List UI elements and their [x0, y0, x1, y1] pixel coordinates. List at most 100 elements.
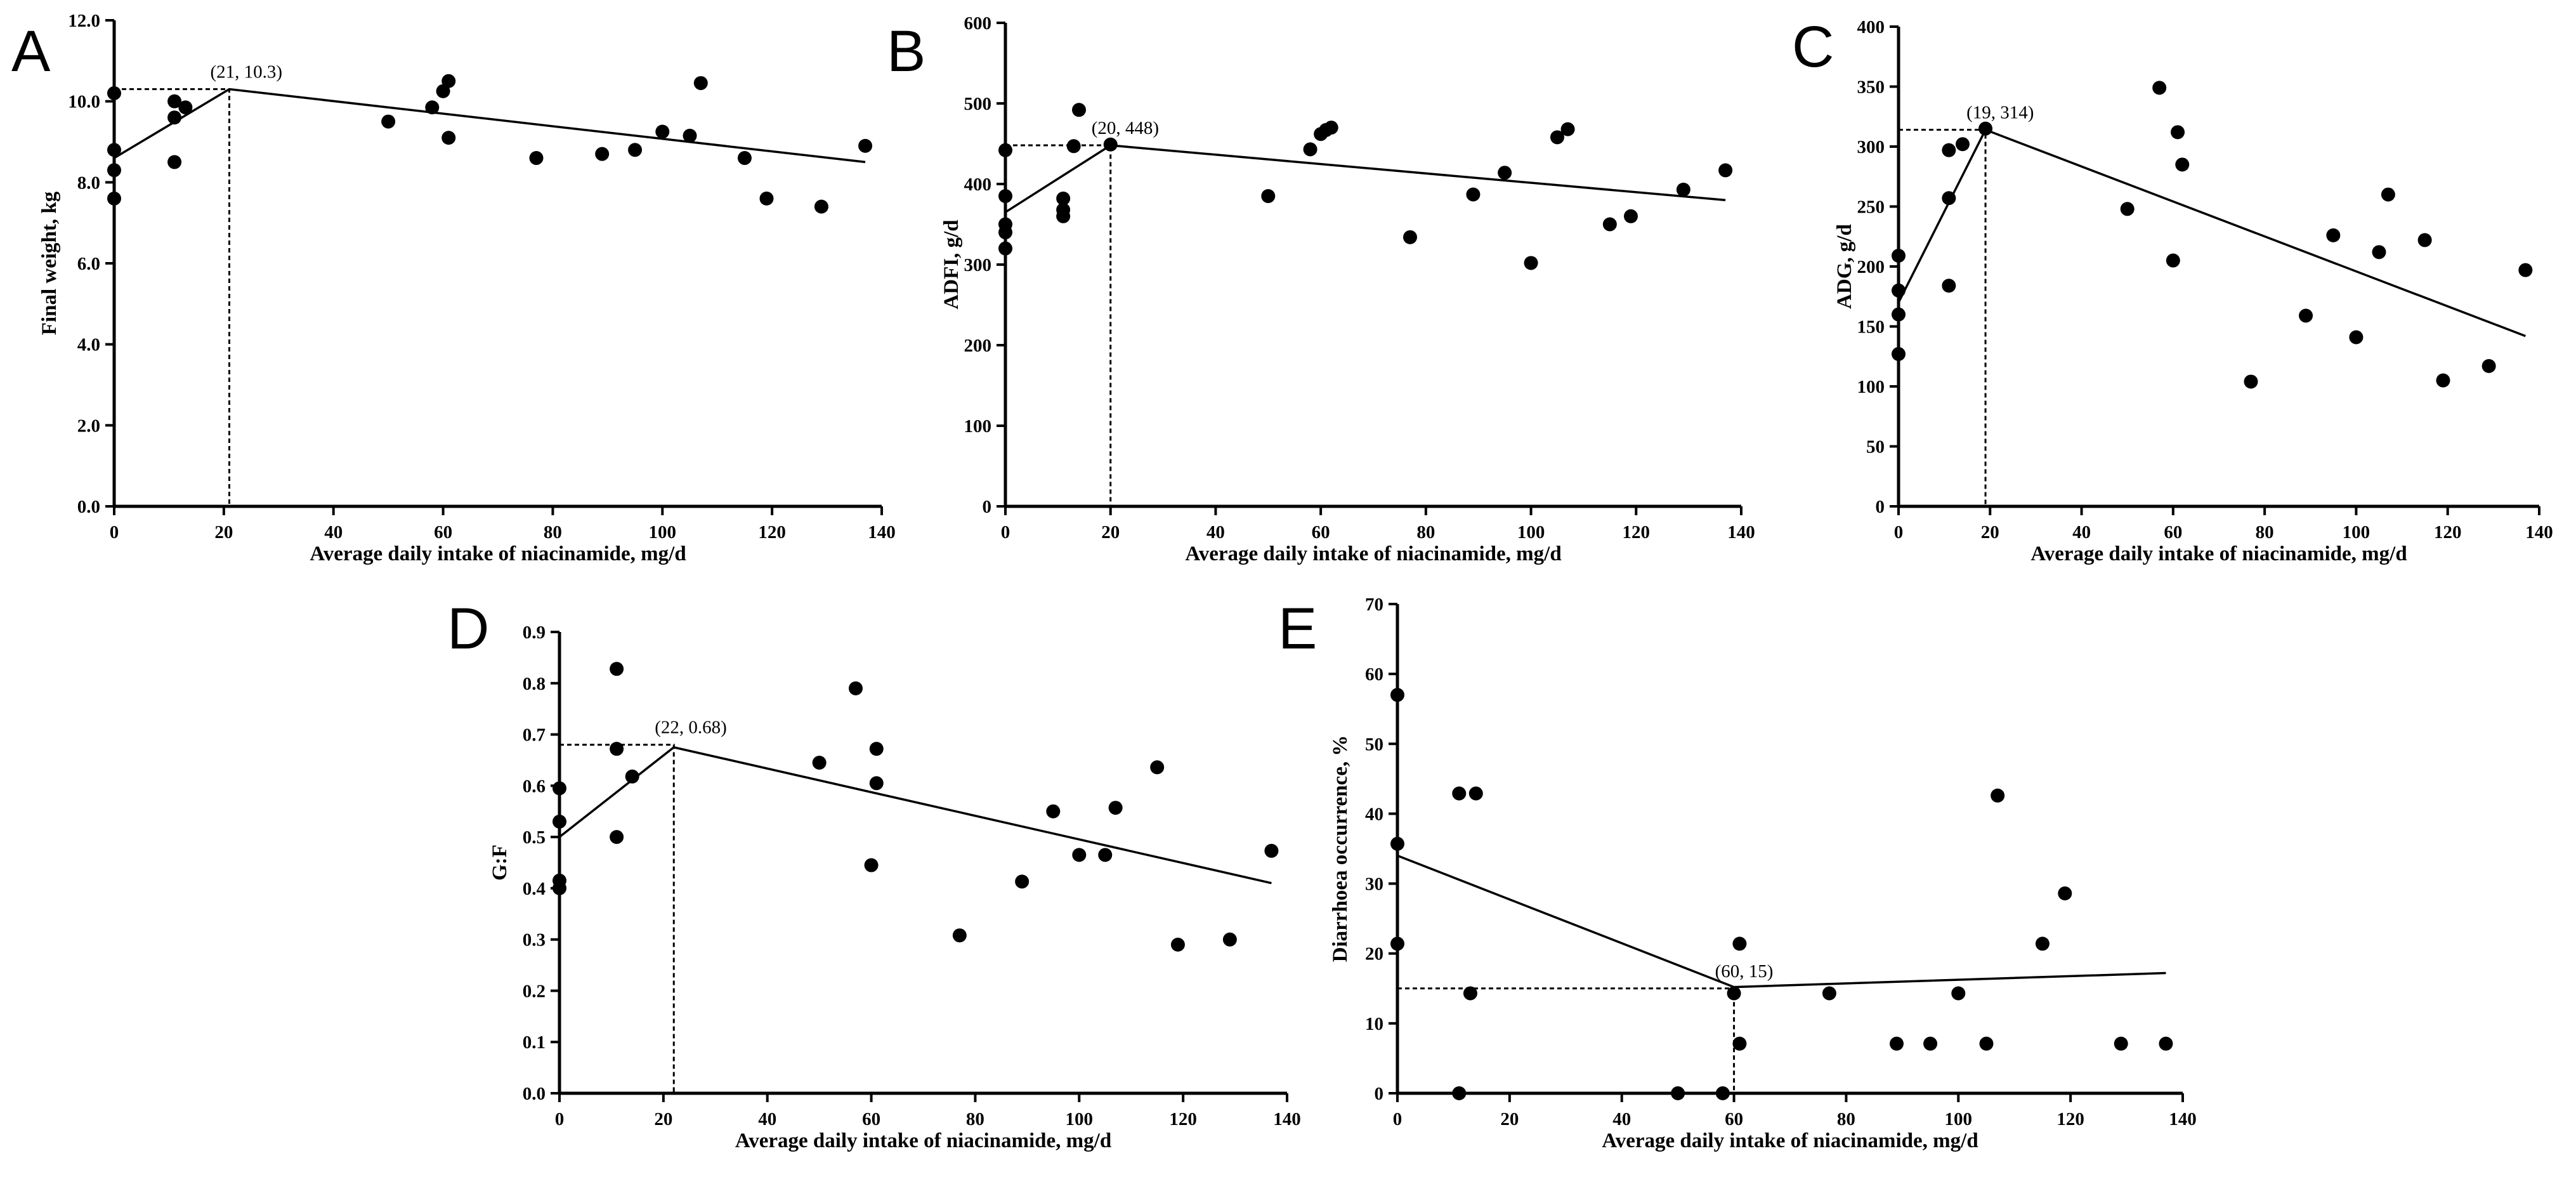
panel-e: E 0 20 40 60 80 100 120 140 0 10 20 30 40 50 60 70 Averag… — [1278, 595, 2197, 1152]
data-point — [1524, 256, 1538, 270]
data-point — [1046, 804, 1061, 819]
breakpoint-label: (60, 15) — [1715, 961, 1774, 982]
y-tick-label: 150 — [1857, 317, 1885, 338]
x-tick-label: 140 — [1273, 1109, 1301, 1129]
y-tick-label: 70 — [1365, 595, 1383, 615]
data-point — [2326, 228, 2341, 242]
data-point — [1732, 937, 1747, 951]
y-tick-label: 0.1 — [523, 1032, 546, 1053]
data-point — [610, 662, 624, 676]
panel-letter: B — [887, 19, 925, 84]
data-point — [610, 742, 624, 756]
y-tick-label: 350 — [1857, 77, 1885, 98]
data-point — [2035, 937, 2050, 951]
y-tick-label: 400 — [964, 174, 992, 195]
data-point — [1979, 1036, 1994, 1051]
y-tick-label: 300 — [964, 255, 992, 275]
y-tick-label: 10.0 — [68, 92, 100, 112]
x-tick-label: 0 — [1393, 1109, 1402, 1129]
data-point — [2171, 125, 2185, 140]
y-tick-label: 50 — [1365, 734, 1383, 754]
x-tick-label: 60 — [1725, 1109, 1743, 1129]
x-tick-label: 100 — [1517, 522, 1545, 543]
y-tick-label: 0.6 — [523, 776, 546, 796]
y-axis-title: Final weight, kg — [38, 191, 61, 335]
y-tick-label: 6.0 — [77, 254, 100, 274]
x-axis-title: Average daily intake of niacinamide, mg/… — [1185, 543, 1561, 565]
x-tick-label: 100 — [2343, 522, 2370, 543]
data-point — [595, 147, 610, 161]
data-point — [1978, 121, 1993, 136]
data-point — [610, 830, 624, 845]
data-point — [1715, 1086, 1730, 1100]
x-tick-label: 120 — [1169, 1109, 1197, 1129]
x-tick-label: 60 — [1312, 522, 1330, 543]
x-tick-label: 140 — [868, 522, 896, 543]
data-point — [2299, 308, 2313, 323]
y-tick-label: 0.3 — [523, 930, 546, 950]
x-tick-label: 40 — [1612, 1109, 1631, 1129]
x-tick-label: 80 — [2256, 522, 2274, 543]
data-point — [167, 155, 182, 169]
data-point — [2381, 187, 2395, 202]
data-point — [1103, 137, 1118, 152]
panel-d: D 0 20 40 60 80 100 120 140 0.0 0.1 0.2 0.3 0.4 0.5 0.6… — [447, 596, 1301, 1152]
breakpoint-label: (19, 314) — [1966, 103, 2034, 123]
data-point — [1732, 1036, 1747, 1051]
data-point — [107, 163, 121, 178]
data-point — [1324, 121, 1338, 135]
data-point — [1942, 143, 1956, 157]
x-tick-label: 20 — [214, 522, 233, 543]
data-point — [1498, 166, 1512, 180]
data-point — [2417, 233, 2432, 247]
fit-line — [558, 746, 1272, 885]
x-tick-label: 120 — [2056, 1109, 2084, 1129]
data-point — [1072, 103, 1086, 117]
y-tick-label: 0.9 — [523, 622, 546, 643]
data-point — [529, 151, 544, 166]
data-point — [869, 742, 884, 756]
data-point — [1602, 217, 1617, 232]
data-point — [1892, 248, 1906, 263]
fit-line — [1897, 128, 2526, 338]
x-tick-label: 40 — [2072, 522, 2091, 543]
data-point — [1676, 182, 1690, 197]
y-axis-title: Diarrhoea occurrence, % — [1329, 735, 1352, 963]
data-point — [1942, 279, 1956, 293]
breakpoint-guide — [559, 744, 675, 1093]
y-tick-label: 0.8 — [523, 674, 546, 694]
y-tick-label: 0.0 — [77, 497, 100, 517]
data-point — [1150, 760, 1165, 775]
data-point — [1892, 307, 1906, 322]
data-point — [848, 681, 863, 695]
data-point — [1261, 189, 1276, 204]
data-point — [1098, 848, 1113, 862]
data-point — [1550, 130, 1564, 145]
data-point — [869, 776, 884, 791]
data-point — [858, 138, 873, 153]
data-point — [2436, 373, 2450, 388]
breakpoint-label: (21, 10.3) — [211, 62, 283, 82]
y-tick-label: 0.4 — [523, 879, 546, 899]
data-point — [2349, 330, 2364, 345]
data-point — [381, 114, 396, 129]
data-point — [1560, 122, 1575, 136]
data-point — [1956, 137, 1970, 152]
data-point — [1942, 191, 1956, 206]
data-point — [1390, 688, 1404, 702]
y-tick-label: 30 — [1365, 874, 1383, 895]
breakpoint-guide — [114, 88, 230, 506]
data-point — [425, 100, 440, 115]
y-tick-label: 8.0 — [77, 173, 100, 193]
data-point — [1452, 786, 1467, 801]
x-tick-label: 0 — [1894, 522, 1904, 543]
y-tick-label: 2.0 — [77, 416, 100, 436]
x-tick-label: 40 — [758, 1109, 776, 1129]
data-point — [1951, 986, 1966, 1001]
y-tick-label: 100 — [1857, 377, 1885, 397]
data-point — [1222, 932, 1237, 947]
data-point — [1056, 191, 1071, 206]
data-point — [737, 151, 752, 166]
x-tick-label: 100 — [1945, 1109, 1973, 1129]
data-point — [2481, 358, 2496, 373]
